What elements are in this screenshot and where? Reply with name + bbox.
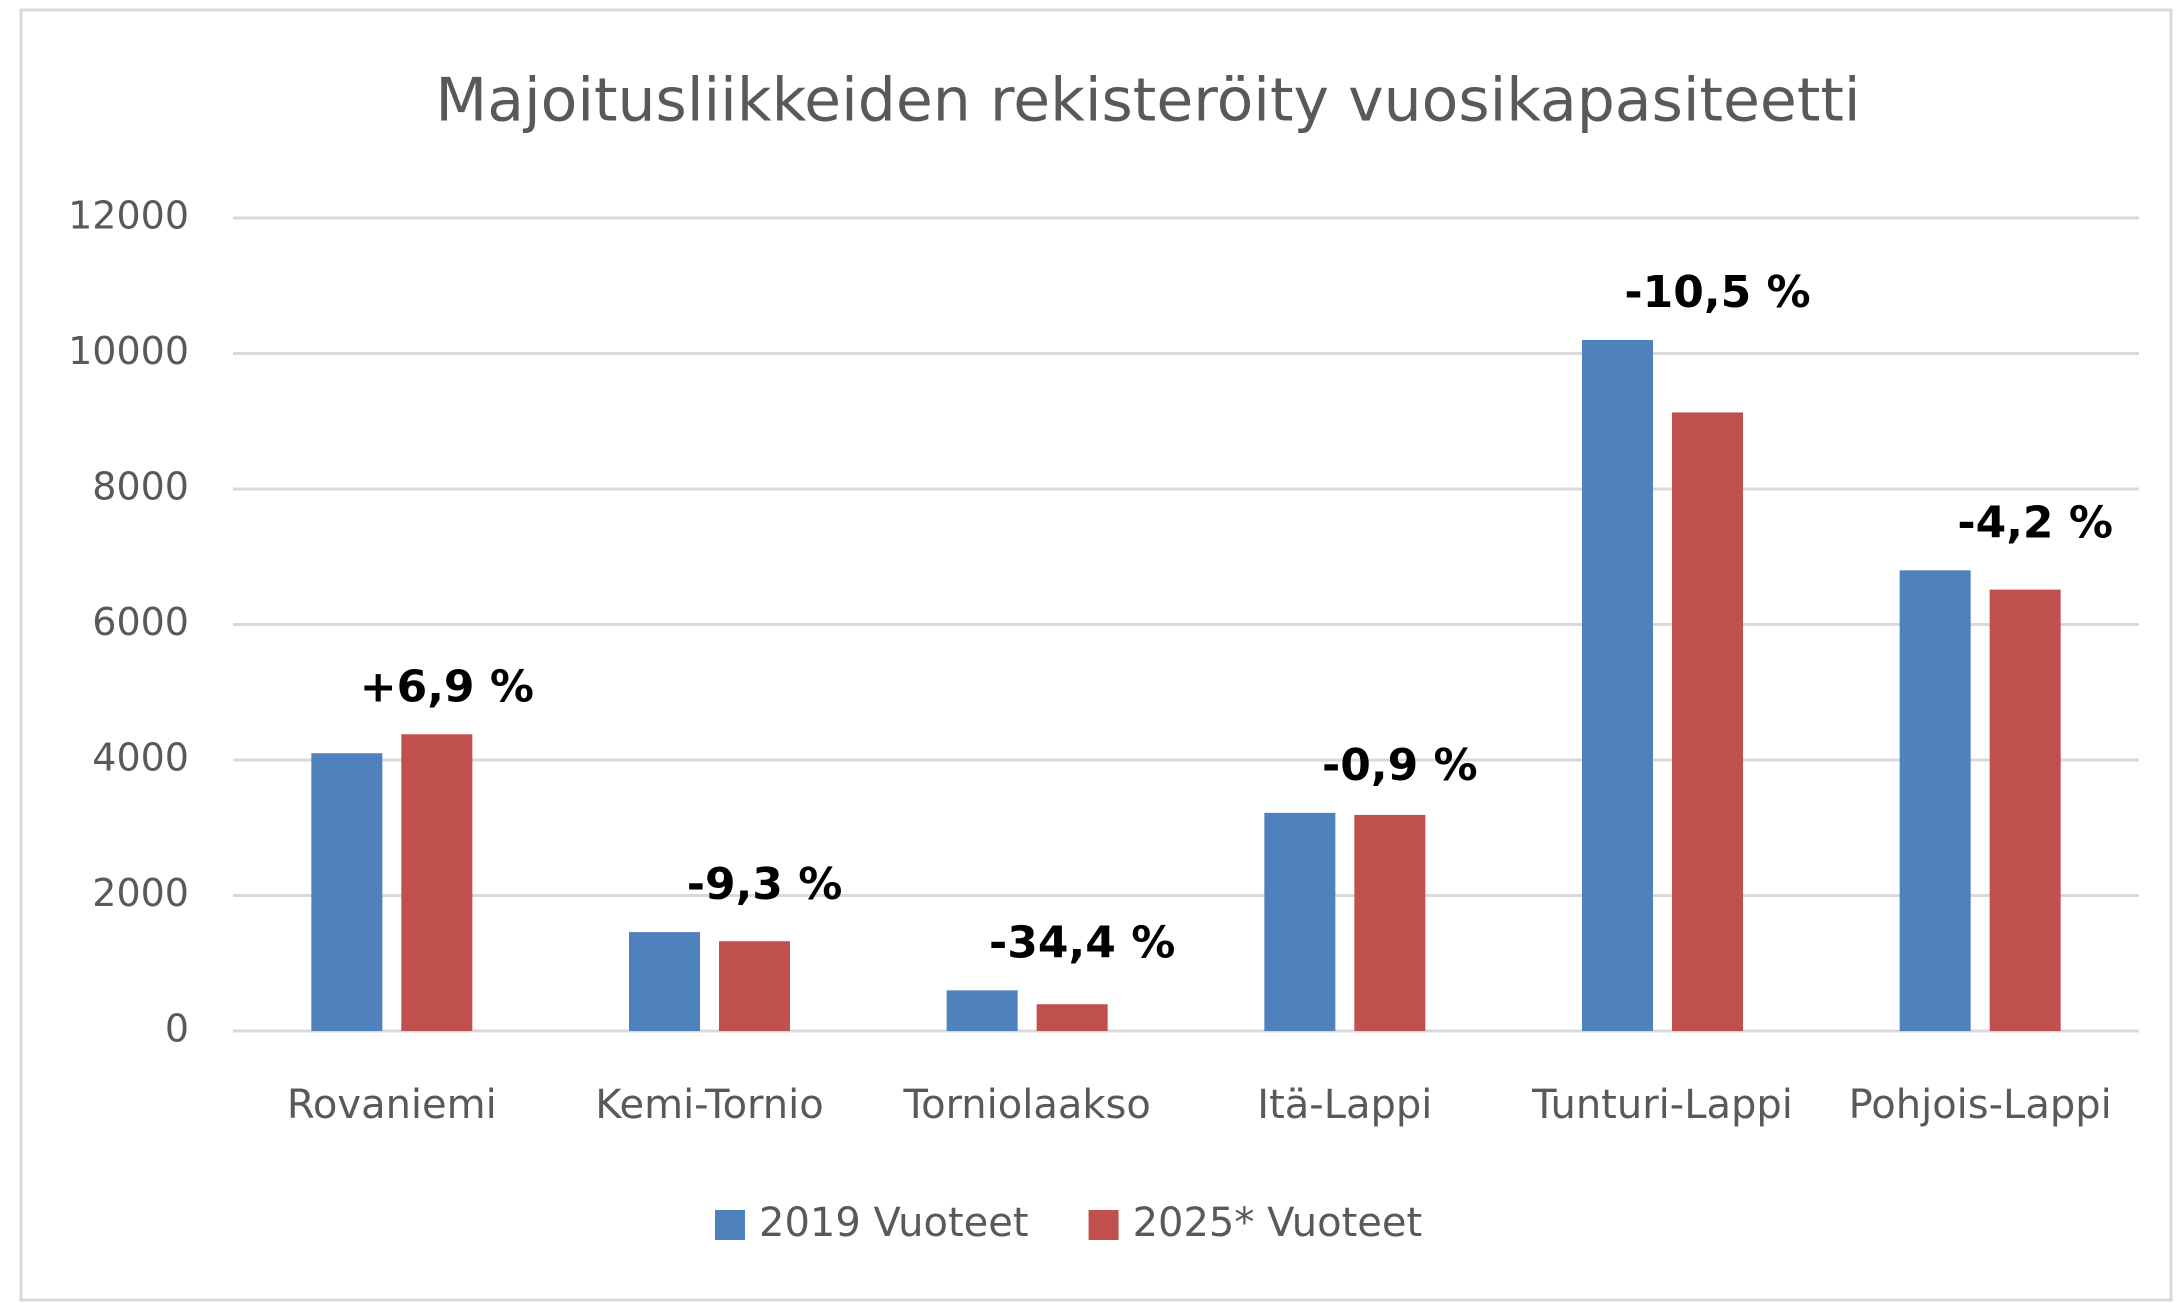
y-tick-label: 6000 [92, 600, 189, 644]
legend-label: 2019 Vuoteet [759, 1200, 1029, 1246]
bar [401, 734, 473, 1031]
bar [719, 941, 790, 1031]
x-tick-label: Rovaniemi [287, 1082, 497, 1128]
x-tick-label: Pohjois-Lappi [1849, 1082, 2112, 1128]
bar [946, 990, 1018, 1031]
annotation: -4,2 % [1957, 497, 2113, 548]
x-tick-label: Tunturi-Lappi [1531, 1082, 1793, 1128]
annotation: -0,9 % [1322, 740, 1478, 791]
bar [1582, 339, 1653, 1031]
y-tick-label: 0 [165, 1007, 189, 1051]
y-tick-label: 4000 [92, 736, 189, 780]
annotation: -9,3 % [687, 859, 843, 910]
annotation: -34,4 % [989, 917, 1175, 968]
chart-title: Majoitusliikkeiden rekisteröity vuosikap… [435, 66, 1860, 136]
bar [311, 753, 383, 1031]
bar [1036, 1004, 1108, 1031]
chart-frame [19, 8, 2173, 1302]
bar [1672, 412, 1743, 1031]
x-tick-label: Torniolaakso [902, 1082, 1150, 1128]
y-tick-label: 2000 [92, 871, 189, 915]
bar [629, 932, 700, 1031]
bar [1354, 814, 1426, 1031]
bar [1899, 570, 1971, 1031]
y-tick-label: 10000 [68, 329, 189, 373]
legend-swatch [1088, 1210, 1119, 1240]
y-tick-label: 8000 [92, 465, 189, 509]
bar [1264, 812, 1336, 1031]
annotation: +6,9 % [360, 661, 534, 712]
x-tick-label: Kemi-Tornio [595, 1082, 823, 1128]
x-tick-label: Itä-Lappi [1257, 1082, 1432, 1128]
annotation: -10,5 % [1624, 267, 1810, 318]
bar [1989, 589, 2061, 1031]
y-tick-label: 12000 [68, 194, 189, 238]
legend-label: 2025* Vuoteet [1133, 1200, 1423, 1246]
legend-swatch [715, 1210, 745, 1240]
